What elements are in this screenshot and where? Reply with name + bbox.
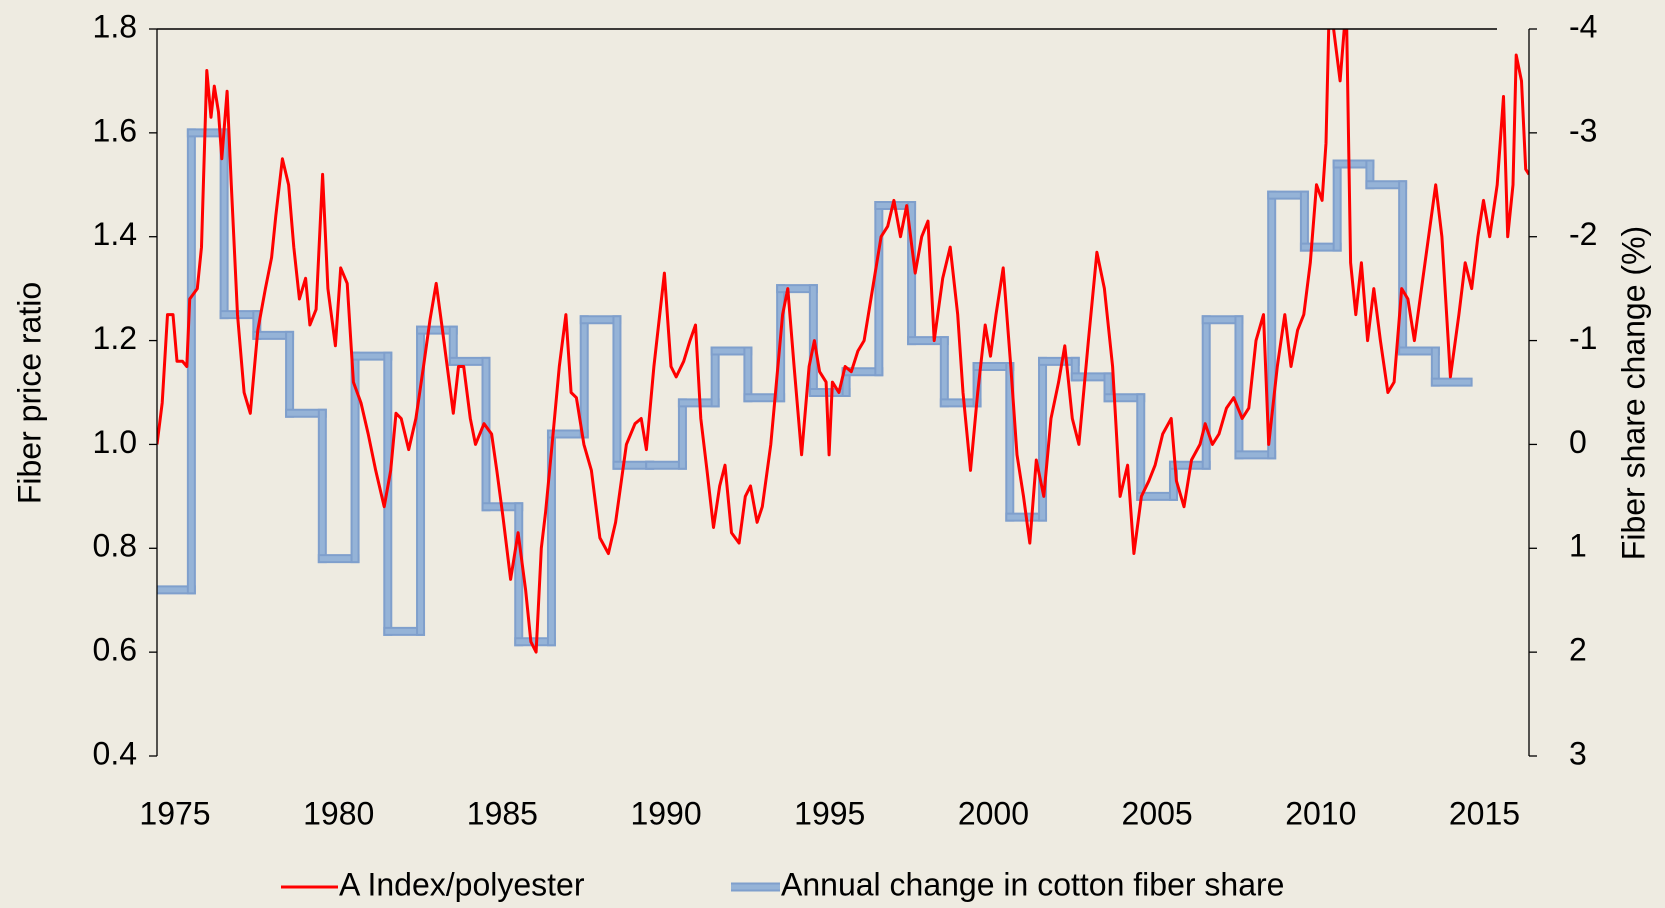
- plot-area: [157, 29, 1529, 654]
- y2-tick-label: 0: [1569, 424, 1587, 460]
- x-tick-label: 1985: [467, 795, 538, 831]
- legend-label: Annual change in cotton fiber share: [781, 866, 1284, 902]
- y-axis-label: Fiber price ratio: [11, 282, 47, 504]
- y2-tick-label: 2: [1569, 632, 1587, 668]
- y-tick-label: 0.4: [93, 735, 137, 771]
- y2-tick-label: 3: [1569, 735, 1587, 771]
- y2-tick-label: -2: [1569, 216, 1597, 252]
- y2-tick-label: 1: [1569, 528, 1587, 564]
- y2-tick-label: -4: [1569, 8, 1597, 44]
- y-tick-label: 0.8: [93, 528, 137, 564]
- y-tick-label: 0.6: [93, 632, 137, 668]
- y-tick-label: 1.0: [93, 424, 137, 460]
- y-tick-label: 1.6: [93, 112, 137, 148]
- x-tick-label: 1995: [794, 795, 865, 831]
- x-tick-label: 1980: [303, 795, 374, 831]
- x-tick-label: 1975: [139, 795, 210, 831]
- y2-tick-label: -3: [1569, 112, 1597, 148]
- x-tick-label: 2000: [958, 795, 1029, 831]
- series-line: [157, 29, 1529, 654]
- y-tick-label: 1.4: [93, 216, 137, 252]
- x-tick-label: 2015: [1449, 795, 1520, 831]
- x-tick-label: 2005: [1122, 795, 1193, 831]
- y-tick-label: 1.8: [93, 8, 137, 44]
- legend-label: A Index/polyester: [339, 866, 585, 902]
- x-tick-label: 2010: [1285, 795, 1356, 831]
- y-tick-label: 1.2: [93, 320, 137, 356]
- y2-tick-label: -1: [1569, 320, 1597, 356]
- x-tick-label: 1990: [630, 795, 701, 831]
- y2-axis-label: Fiber share change (%): [1615, 226, 1651, 560]
